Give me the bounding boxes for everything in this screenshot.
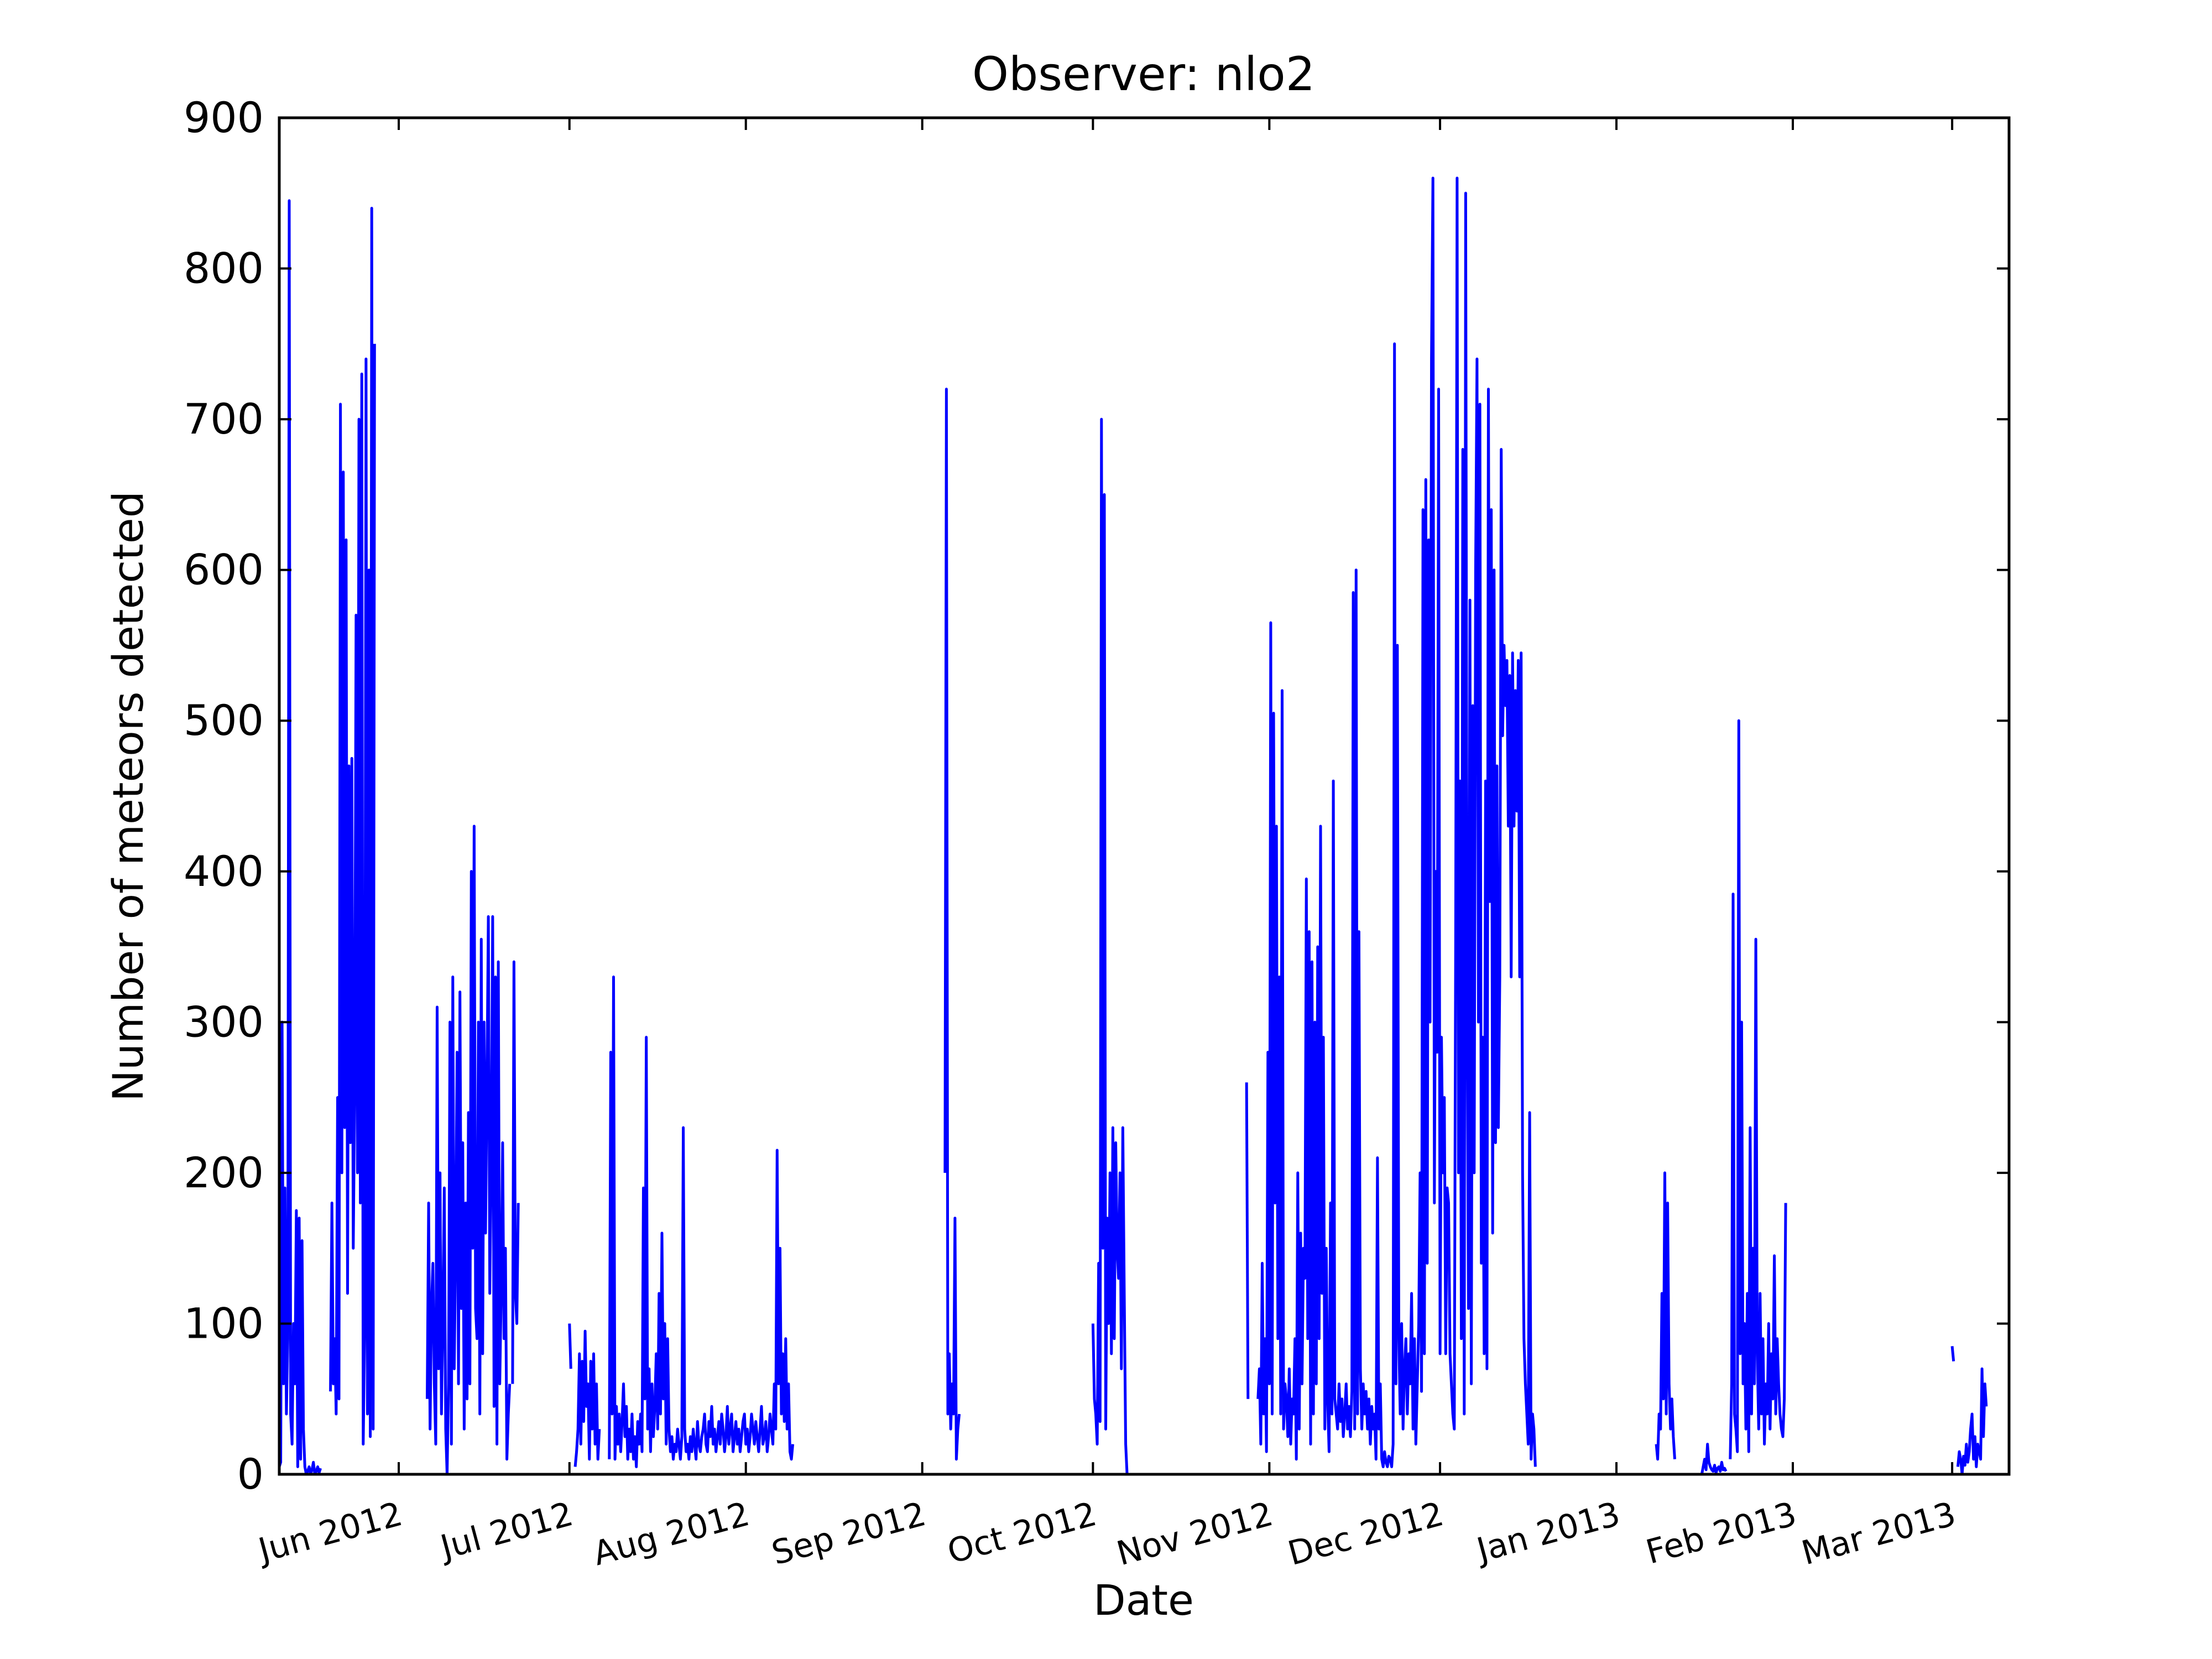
y-tick-label-500: 500 (184, 696, 264, 745)
y-tick-labels: 0 100 200 300 400 500 600 700 800 900 (184, 93, 264, 1499)
y-tick-label-800: 800 (184, 244, 264, 293)
series-line-segment-0 (279, 199, 322, 1474)
series-line-segment-15 (1956, 1367, 1988, 1474)
series-line-segment-1 (329, 207, 376, 1446)
series-layer (279, 176, 1988, 1474)
series-line-segment-5 (573, 1329, 601, 1467)
y-tick-label-400: 400 (184, 847, 264, 896)
y-tick-label-300: 300 (184, 997, 264, 1046)
y-tick-label-900: 900 (184, 93, 264, 142)
chart-title: Observer: nlo2 (972, 47, 1315, 101)
y-axis-label: Number of meteors detected (103, 491, 153, 1102)
series-line-segment-10 (1256, 176, 1537, 1468)
y-tick-label-200: 200 (184, 1148, 264, 1197)
plot-area-frame (278, 116, 2011, 1476)
series-line-segment-3 (511, 960, 520, 1384)
y-tick-label-0: 0 (237, 1449, 264, 1499)
y-tick-label-100: 100 (184, 1298, 264, 1348)
series-line-segment-13 (1729, 719, 1787, 1459)
series-line-segment-4 (568, 1323, 572, 1369)
series-line-segment-6 (608, 975, 795, 1468)
series-line-segment-14 (1950, 1346, 1955, 1361)
y-tick-label-700: 700 (184, 394, 264, 444)
series-line-segment-2 (426, 825, 512, 1474)
series-line-segment-12 (1700, 1443, 1728, 1474)
series-line-segment-9 (1245, 1082, 1250, 1399)
y-tick-label-600: 600 (184, 545, 264, 594)
series-line-segment-11 (1655, 1171, 1676, 1461)
x-axis-label: Date (1093, 1575, 1194, 1625)
series-line-segment-7 (943, 388, 961, 1461)
series-line-segment-8 (1091, 418, 1129, 1474)
